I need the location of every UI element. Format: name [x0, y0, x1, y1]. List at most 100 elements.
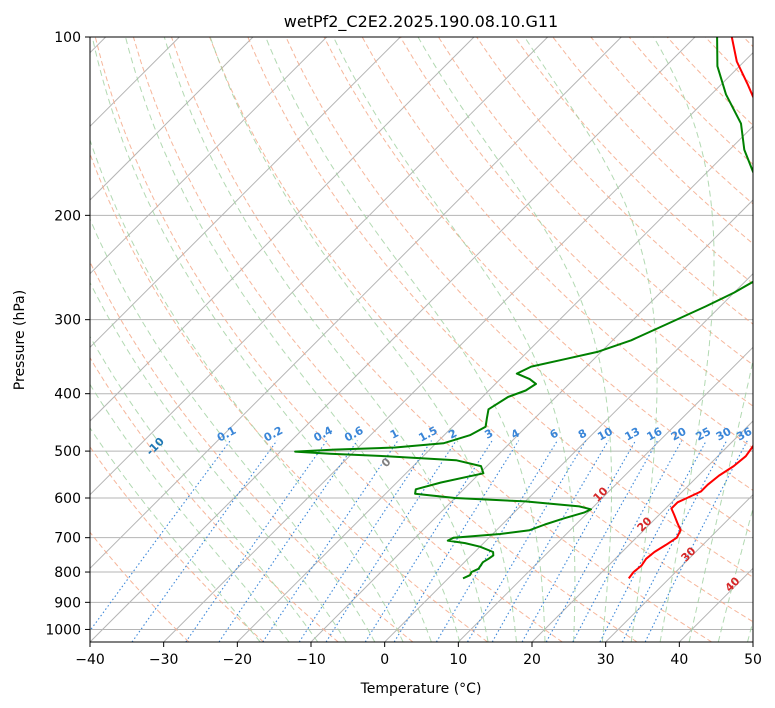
moist-adiabat-line [125, 37, 461, 642]
dry-adiabat-line [94, 37, 563, 642]
x-tick-label: 30 [597, 652, 615, 668]
mixing-ratio-line [621, 440, 728, 642]
dry-adiabat-line [171, 37, 712, 642]
isotherm-line [90, 37, 475, 422]
mixing-ratio-label: 0.6 [342, 424, 366, 445]
mixing-ratio-label: 1.5 [416, 424, 439, 445]
dry-adiabat-line [361, 37, 753, 449]
isotherm-line [90, 37, 549, 496]
mixing-ratio-label: 10 [595, 425, 615, 444]
isotherm-line [163, 51, 753, 642]
chart-title: wetPf2_C2E2.2025.190.08.10.G11 [284, 12, 558, 32]
mixing-ratio-line [185, 440, 328, 642]
mixing-ratio-label: 1 [388, 427, 401, 442]
profile-lines [294, 37, 753, 580]
mixing-ratio-line [644, 440, 748, 642]
dry-adiabat-line [514, 37, 753, 285]
mixing-ratio-line [467, 440, 587, 642]
mixing-ratio-label: 0.1 [215, 424, 238, 445]
dry-adiabat-label: 30 [679, 544, 699, 564]
mixing-ratio-line [491, 440, 609, 642]
moist-adiabat-line [688, 358, 753, 642]
moist-adiabat-line [90, 335, 319, 642]
mixing-ratio-line [393, 440, 520, 642]
isotherm-line [752, 641, 753, 642]
x-tick-label: 20 [523, 652, 541, 668]
mixing-ratio-line [521, 440, 637, 642]
x-tick-label: 40 [670, 652, 688, 668]
moist-adiabat-line [90, 427, 261, 642]
mixing-ratio-label: 13 [623, 425, 643, 444]
profile-line [628, 37, 753, 579]
isotherm-line [90, 37, 254, 201]
moist-adiabat-line [90, 281, 347, 642]
mixing-ratio-line [325, 440, 457, 642]
dry-adiabat-line [209, 37, 753, 623]
dry-adiabat-label: 40 [723, 574, 743, 594]
isotherm-line [90, 37, 328, 275]
y-axis-label: Pressure (hPa) [12, 290, 28, 390]
dry-adiabat-line [132, 37, 638, 642]
x-tick-label: −10 [296, 652, 326, 668]
mixing-ratio-line [364, 440, 493, 642]
moist-adiabat-line [717, 506, 753, 642]
mixing-ratio-label: 0.2 [262, 424, 285, 445]
x-tick-label: −30 [149, 652, 179, 668]
mixing-ratio-line [572, 440, 683, 642]
dry-adiabat-line [743, 37, 753, 48]
isotherm-line [605, 493, 753, 642]
dry-adiabat-label: 20 [635, 514, 655, 534]
moist-adiabat-line [653, 37, 715, 642]
mixing-ratio-label: 30 [714, 425, 734, 444]
dry-adiabat-line [704, 37, 753, 87]
moist-adiabat-line [163, 37, 489, 642]
dry-adiabat-line [90, 531, 190, 642]
isotherm-line [90, 37, 401, 349]
y-tick-label: 100 [54, 30, 81, 46]
mixing-ratio-label: 4 [509, 426, 522, 441]
mixing-ratio-label: 36 [734, 425, 754, 444]
y-tick-label: 500 [54, 444, 81, 460]
y-tick-label: 700 [54, 531, 81, 547]
y-axis: 100 200 300 400 500 600 700 800 900 1000 [45, 30, 90, 638]
mixing-ratio-label: 16 [645, 425, 665, 444]
isotherm-line [90, 37, 696, 642]
moist-adiabat-line [90, 383, 290, 642]
dry-adiabat-label: -20 [67, 411, 90, 434]
mixing-ratio-label: 20 [669, 425, 689, 444]
x-axis: −40 −30 −20 −10 0 10 20 30 40 50 [75, 642, 762, 668]
dry-adiabat-label: 10 [591, 484, 611, 504]
isotherm-line [384, 272, 753, 642]
plot-frame [89, 36, 754, 643]
isotherm-line [90, 37, 622, 570]
y-tick-label: 300 [54, 313, 81, 329]
mixing-ratio-line [218, 440, 358, 642]
mixing-ratio-line [435, 440, 558, 642]
x-tick-label: 0 [380, 652, 389, 668]
mixing-ratio-line [90, 440, 231, 632]
dry-adiabat-line [90, 152, 488, 642]
mixing-ratio-label: 3 [482, 427, 495, 442]
dry-adiabat-line [285, 37, 753, 535]
mixing-ratio-line [298, 440, 432, 642]
moist-adiabat-line [90, 217, 376, 642]
x-tick-label: 10 [449, 652, 467, 668]
isotherm-line [531, 420, 753, 642]
x-tick-label: −20 [223, 652, 253, 668]
dry-adiabat-line [90, 260, 414, 642]
moist-adiabat-line [91, 37, 432, 642]
y-tick-label: 200 [54, 208, 81, 224]
y-tick-label: 900 [54, 595, 81, 611]
moist-adiabat-line [417, 37, 612, 642]
x-tick-label: 50 [744, 652, 762, 668]
dry-adiabat-line [323, 37, 753, 491]
isotherm-line [310, 199, 753, 642]
dry-adiabat-line [90, 356, 339, 642]
mixing-ratio-label: 0.4 [312, 424, 336, 445]
dry-adiabat-line [399, 37, 753, 407]
mixing-ratio-line [545, 440, 659, 642]
profile-line [294, 37, 753, 580]
dry-adiabat-line [247, 37, 753, 578]
y-tick-label: 400 [54, 387, 81, 403]
